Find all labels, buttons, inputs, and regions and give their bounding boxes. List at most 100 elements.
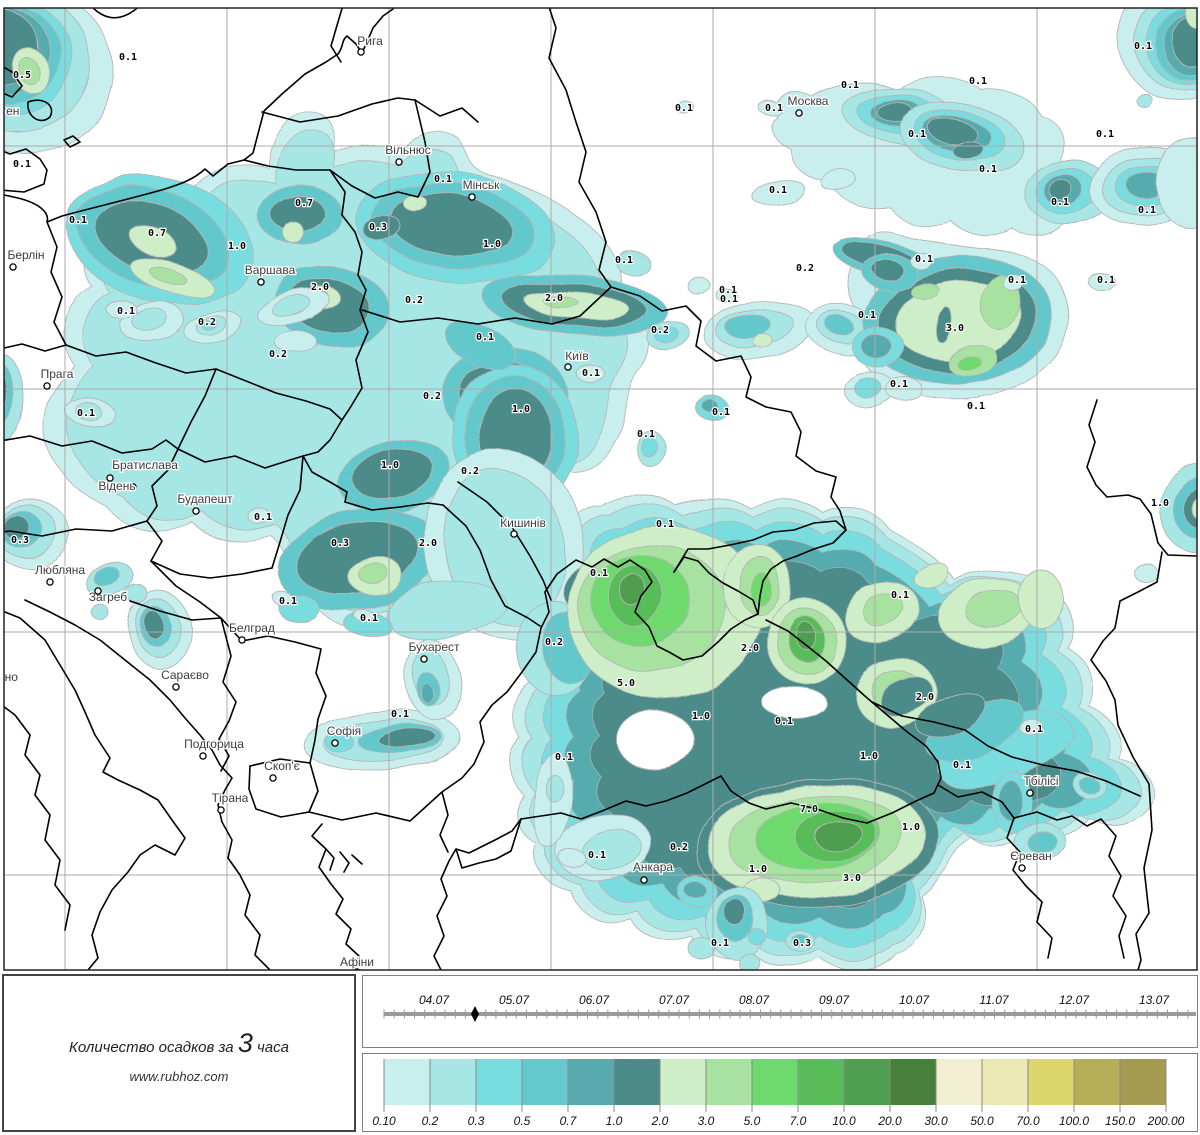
city-marker — [564, 363, 572, 371]
precip-value-label: 0.1 — [117, 306, 135, 317]
precip-value-label: 0.1 — [582, 368, 600, 379]
timeline-date-label[interactable]: 08.07 — [739, 993, 770, 1007]
precip-value-label: 0.3 — [331, 538, 349, 549]
city-marker — [217, 806, 225, 814]
precip-value-label: 0.1 — [1008, 275, 1026, 286]
precip-value-label: 0.2 — [461, 466, 479, 477]
precip-value-label: 5.0 — [617, 678, 635, 689]
timeline[interactable]: 04.07 05.07 06.07 07.07 08.07 09.07 10.07 11.07… — [363, 976, 1196, 1046]
precip-value-label: 0.1 — [119, 52, 137, 63]
precipitation-legend: 0.10 0.2 0.3 0.5 0.7 1.0 2.0 3.0 5.0 7.0 10.0 20.0 3… — [372, 1059, 1185, 1128]
caption-suffix: часа — [257, 1039, 289, 1056]
city-label: Софія — [327, 724, 361, 738]
legend-panel: 0.10 0.2 0.3 0.5 0.7 1.0 2.0 3.0 5.0 7.0 10.0 20.0 3… — [362, 1053, 1198, 1132]
legend-tick-label: 0.5 — [514, 1114, 531, 1128]
city-marker — [257, 278, 265, 286]
city-marker — [94, 587, 102, 595]
info-panel: Количество осадков за 3 часа www.rubhoz.… — [2, 974, 356, 1132]
precip-value-label: 0.2 — [405, 295, 423, 306]
legend-swatch — [522, 1059, 568, 1105]
precip-value-label: 0.2 — [269, 349, 287, 360]
city-label: Скоп'є — [264, 759, 300, 773]
legend-swatch — [430, 1059, 476, 1105]
precip-value-label: 0.1 — [775, 716, 793, 727]
city-label: Берлін — [7, 248, 44, 262]
precip-value-label: 1.0 — [512, 404, 530, 415]
timeline-date-label[interactable]: 11.07 — [979, 993, 1009, 1007]
precip-value-label: 0.5 — [13, 70, 31, 81]
legend-tick-label: 100.0 — [1059, 1114, 1089, 1128]
legend-swatch — [476, 1059, 522, 1105]
precip-value-label: 0.1 — [588, 850, 606, 861]
precip-value-label: 0.1 — [13, 159, 31, 170]
precip-value-label: 1.0 — [860, 751, 878, 762]
legend-swatch — [706, 1059, 752, 1105]
legend-tick-label: 1.0 — [606, 1114, 623, 1128]
city-marker — [510, 530, 518, 538]
timeline-date-label[interactable]: 05.07 — [499, 993, 530, 1007]
city-label: Варшава — [245, 263, 296, 277]
precip-value-label: 0.1 — [555, 752, 573, 763]
legend-swatch — [1120, 1059, 1166, 1105]
timeline-date-label[interactable]: 09.07 — [819, 993, 850, 1007]
precip-value-label: 1.0 — [1151, 498, 1169, 509]
city-marker — [129, 483, 137, 491]
city-label: Кишинів — [500, 516, 546, 530]
precip-value-label: 3.0 — [843, 873, 861, 884]
timeline-date-label[interactable]: 07.07 — [659, 993, 690, 1007]
precip-value-label: 0.3 — [793, 938, 811, 949]
city-marker — [106, 474, 114, 482]
legend-swatch — [798, 1059, 844, 1105]
city-label: Київ — [565, 349, 588, 363]
timeline-date-label[interactable]: 12.07 — [1059, 993, 1090, 1007]
legend-swatch — [982, 1059, 1028, 1105]
precip-value-label: 2.0 — [311, 282, 329, 293]
precip-value-label: 2.0 — [916, 692, 934, 703]
precip-value-label: 1.0 — [228, 241, 246, 252]
precip-value-label: 2.0 — [419, 538, 437, 549]
timeline-date-label[interactable]: 06.07 — [579, 993, 610, 1007]
timeline-date-label[interactable]: 04.07 — [419, 993, 450, 1007]
legend-swatch — [568, 1059, 614, 1105]
precip-value-label: 0.1 — [476, 332, 494, 343]
precipitation-map[interactable]: Рига Москва Вільнюс Мінськ Берлін Варшава Київ… — [0, 0, 1200, 974]
timeline-current-marker[interactable] — [471, 1006, 479, 1022]
legend-tick-label: 20.0 — [877, 1114, 902, 1128]
city-label: Любляна — [35, 563, 85, 577]
precip-value-label: 0.1 — [891, 590, 909, 601]
city-label: Прага — [41, 367, 74, 381]
city-label: Сараєво — [161, 668, 209, 682]
city-marker — [238, 636, 246, 644]
precip-value-label: 3.0 — [946, 323, 964, 334]
timeline-date-label[interactable]: 10.07 — [899, 993, 930, 1007]
timeline-bar[interactable] — [384, 1012, 1196, 1016]
timeline-date-label[interactable]: 13.07 — [1139, 993, 1170, 1007]
city-marker — [9, 263, 17, 271]
legend-swatch — [936, 1059, 982, 1105]
precip-value-label: 1.0 — [749, 864, 767, 875]
city-marker — [357, 48, 365, 56]
legend-tick-label: 0.3 — [468, 1114, 485, 1128]
precip-value-label: 0.1 — [967, 401, 985, 412]
precip-value-label: 0.1 — [391, 709, 409, 720]
city-marker — [1018, 864, 1026, 872]
legend-tick-label: 0.7 — [560, 1114, 578, 1128]
city-marker — [395, 158, 403, 166]
legend-swatch — [614, 1059, 660, 1105]
precip-value-label: 0.1 — [858, 310, 876, 321]
legend-tick-label: 0.10 — [372, 1114, 396, 1128]
precip-value-label: 0.2 — [796, 263, 814, 274]
website-link[interactable]: www.rubhoz.com — [129, 1069, 229, 1084]
legend-swatch — [844, 1059, 890, 1105]
precip-value-label: 1.0 — [692, 711, 710, 722]
city-marker — [331, 739, 339, 747]
city-label: Афіни — [340, 955, 374, 969]
city-marker — [192, 507, 200, 515]
city-label: Рига — [357, 34, 383, 48]
city-marker — [1026, 789, 1034, 797]
caption-hours-number: 3 — [237, 1028, 253, 1058]
city-marker — [269, 774, 277, 782]
precip-value-label: 0.3 — [369, 222, 387, 233]
precip-value-label: 0.1 — [915, 254, 933, 265]
